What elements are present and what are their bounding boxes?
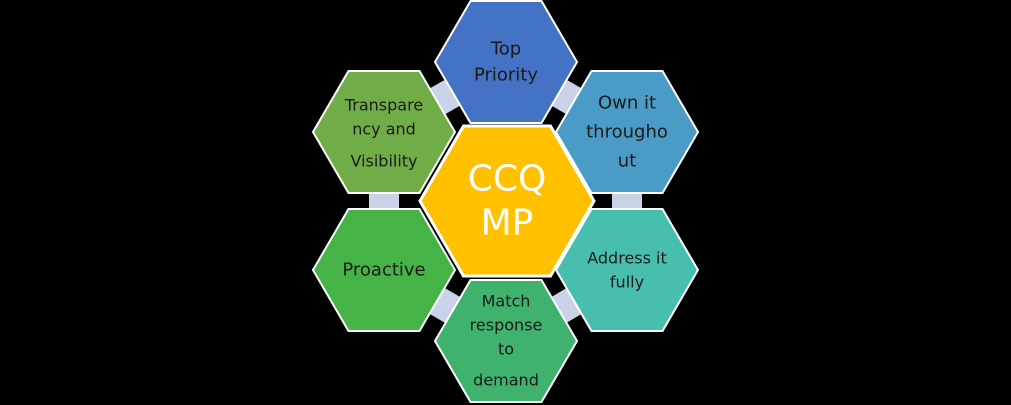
hex-label-own-it-throughout-line-3: ut: [618, 151, 636, 172]
hex-label-transparency-and-visibility-line-3: Visibility: [350, 152, 417, 171]
hex-own-it-throughout: Own it througho ut: [554, 70, 700, 194]
hex-label-center-line-2: MP: [481, 203, 534, 244]
hex-label-match-response-to-demand-line-4: demand: [473, 371, 539, 390]
hex-shape-center: [418, 124, 596, 278]
hex-label-proactive-line-1: Proactive: [342, 260, 425, 281]
hex-address-it-fully: Address it fully: [554, 208, 700, 332]
hex-shape-transparency-and-visibility: [311, 70, 457, 194]
hex-label-top-priority-line-2: Priority: [474, 65, 538, 86]
hex-shape-top-priority: [433, 0, 579, 124]
hex-transparency-and-visibility: Transpare ncy and Visibility: [311, 70, 457, 194]
hex-label-match-response-to-demand-line-2: response: [470, 316, 543, 335]
hex-label-address-it-fully-line-1: Address it: [587, 249, 667, 268]
hex-label-own-it-throughout-line-2: througho: [586, 122, 668, 143]
hex-label-transparency-and-visibility-line-2: ncy and: [352, 120, 416, 139]
hex-shape-address-it-fully: [554, 208, 700, 332]
hex-label-transparency-and-visibility-line-1: Transpare: [344, 96, 423, 115]
hexagon-layer: Top Priority Own it througho ut Address it ful…: [311, 0, 700, 403]
hex-label-address-it-fully-line-2: fully: [610, 273, 644, 292]
hex-label-own-it-throughout-line-1: Own it: [598, 93, 656, 114]
hex-label-match-response-to-demand-line-3: to: [498, 340, 514, 359]
hex-shape-match-response-to-demand: [433, 279, 579, 403]
hex-label-match-response-to-demand-line-1: Match: [482, 292, 531, 311]
hex-match-response-to-demand: Match response to demand: [433, 279, 579, 403]
hex-proactive: Proactive: [311, 208, 457, 332]
hex-label-top-priority-line-1: Top: [490, 39, 521, 60]
hex-shape-own-it-throughout: [554, 70, 700, 194]
hex-top-priority: Top Priority: [433, 0, 579, 124]
hex-shape-proactive: [311, 208, 457, 332]
hex-label-center-line-1: CCQ: [468, 159, 547, 200]
